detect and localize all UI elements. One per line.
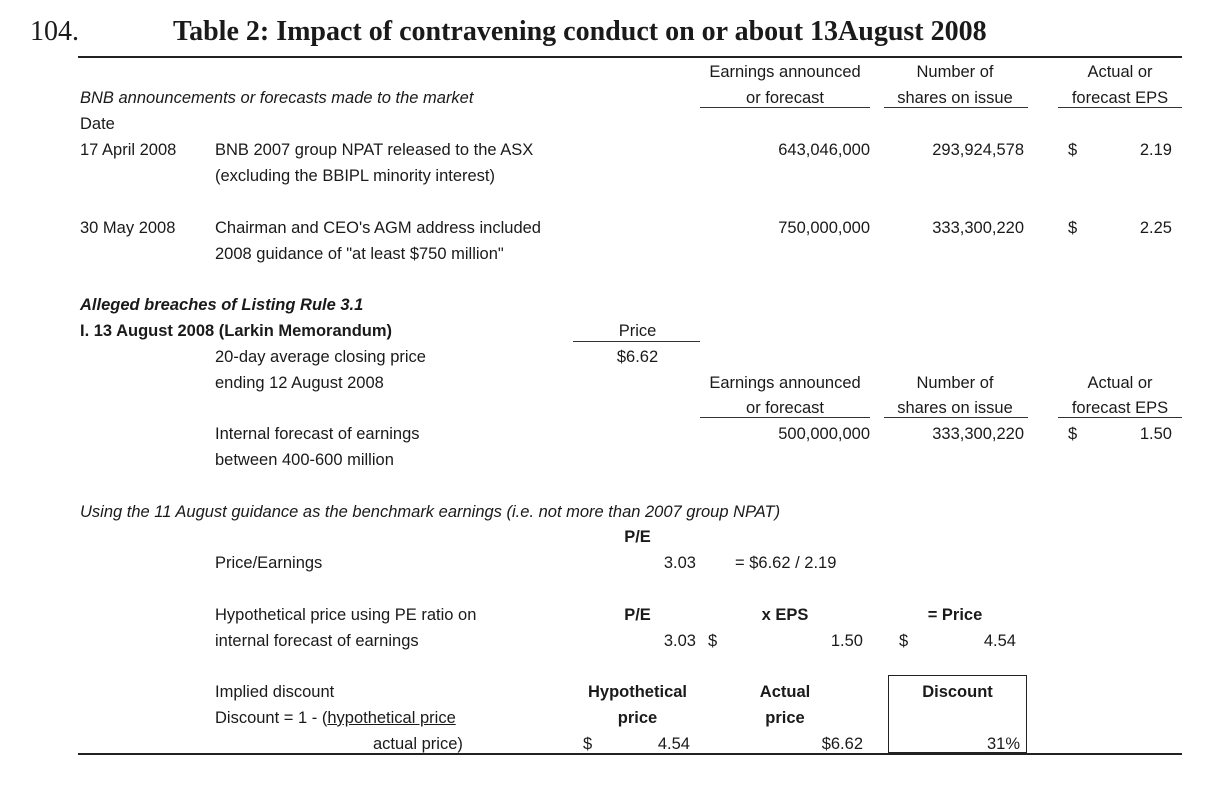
row1-desc-line1: BNB 2007 group NPAT released to the ASX xyxy=(215,141,534,159)
larkin-subheading: I. 13 August 2008 (Larkin Memorandum) xyxy=(80,322,393,340)
row1-eps: 2.19 xyxy=(1139,141,1172,159)
eps-header-rule xyxy=(1058,107,1182,108)
hyp-price-value: 4.54 xyxy=(983,632,1016,650)
price-header: Price xyxy=(618,322,657,340)
forecast-shares: 333,300,220 xyxy=(932,425,1024,443)
eps-header2-line1: Actual or xyxy=(1087,374,1153,392)
earnings-header2-rule xyxy=(700,417,870,418)
hyp-currency-2: $ xyxy=(899,632,909,650)
earnings-header-line2: or forecast xyxy=(746,89,824,107)
hyp-label-line1: Hypothetical price using PE ratio on xyxy=(215,606,477,624)
avg-price-line2: ending 12 August 2008 xyxy=(215,374,384,392)
actual-price-value: $6.62 xyxy=(821,735,863,753)
hypothetical-price-header-1: Hypothetical xyxy=(587,683,688,701)
earnings-header-line1: Earnings announced xyxy=(709,63,861,81)
eps-header-line1: Actual or xyxy=(1087,63,1153,81)
row2-eps: 2.25 xyxy=(1139,219,1172,237)
discount-formula-numerator: hypothetical price xyxy=(327,709,456,727)
price-header-rule xyxy=(573,341,700,342)
price-value: $6.62 xyxy=(616,348,659,366)
row2-shares: 333,300,220 xyxy=(932,219,1024,237)
discount-box xyxy=(888,675,1027,753)
title-rule xyxy=(78,56,1182,58)
pe-value: 3.03 xyxy=(663,554,696,572)
avg-price-line1: 20-day average closing price xyxy=(215,348,426,366)
hyp-eps-value: 1.50 xyxy=(830,632,863,650)
paragraph-number: 104. xyxy=(30,16,79,47)
row2-currency: $ xyxy=(1068,219,1078,237)
eps-header-line2: forecast EPS xyxy=(1071,89,1169,107)
earnings-header2-line1: Earnings announced xyxy=(709,374,861,392)
table-title: Table 2: Impact of contravening conduct … xyxy=(173,16,987,47)
discount-header: Discount xyxy=(922,683,993,701)
shares-header2-line1: Number of xyxy=(916,374,994,392)
eps-header2-line2: forecast EPS xyxy=(1071,399,1169,417)
internal-forecast-line2: between 400-600 million xyxy=(215,451,394,469)
benchmark-note: Using the 11 August guidance as the benc… xyxy=(80,503,781,521)
forecast-eps: 1.50 xyxy=(1139,425,1172,443)
forecast-currency: $ xyxy=(1068,425,1078,443)
row2-desc-line1: Chairman and CEO's AGM address included xyxy=(215,219,541,237)
discount-formula-prefix: Discount = 1 - ( xyxy=(215,709,328,727)
earnings-header2-line2: or forecast xyxy=(746,399,824,417)
actual-price-header-2: price xyxy=(765,709,805,727)
date-label: Date xyxy=(80,115,115,133)
pe-header: P/E xyxy=(624,528,651,546)
discount-formula-denominator: actual price) xyxy=(373,735,463,753)
discount-value: 31% xyxy=(986,735,1020,753)
actual-price-header-1: Actual xyxy=(759,683,811,701)
shares-header-line2: shares on issue xyxy=(897,89,1013,107)
hyp-currency-1: $ xyxy=(708,632,718,650)
shares-header2-line2: shares on issue xyxy=(897,399,1013,417)
internal-forecast-line1: Internal forecast of earnings xyxy=(215,425,420,443)
section-heading-breaches: Alleged breaches of Listing Rule 3.1 xyxy=(80,296,364,314)
row2-date: 30 May 2008 xyxy=(80,219,176,237)
hyp-pe-value: 3.03 xyxy=(663,632,696,650)
row2-earnings: 750,000,000 xyxy=(778,219,870,237)
earnings-header-rule xyxy=(700,107,870,108)
shares-header-line1: Number of xyxy=(916,63,994,81)
pe-label: Price/Earnings xyxy=(215,554,323,572)
eps-header2-rule xyxy=(1058,417,1182,418)
hyp-pe-header: P/E xyxy=(624,606,651,624)
row1-currency: $ xyxy=(1068,141,1078,159)
discount-formula-line1: Discount = 1 - (hypothetical price xyxy=(215,708,456,728)
row1-date: 17 April 2008 xyxy=(80,141,177,159)
hyp-eps-header: x EPS xyxy=(761,606,809,624)
table-bottom-rule xyxy=(78,753,1182,755)
forecast-earnings: 500,000,000 xyxy=(778,425,870,443)
row1-earnings: 643,046,000 xyxy=(778,141,870,159)
shares-header2-rule xyxy=(884,417,1028,418)
hypothetical-price-value: 4.54 xyxy=(657,735,690,753)
row1-desc-line2: (excluding the BBIPL minority interest) xyxy=(215,167,496,185)
section-heading-announcements: BNB announcements or forecasts made to t… xyxy=(80,89,474,107)
row1-shares: 293,924,578 xyxy=(932,141,1024,159)
hypothetical-price-header-2: price xyxy=(617,709,658,727)
hyp-price-header: = Price xyxy=(927,606,983,624)
shares-header-rule xyxy=(884,107,1028,108)
implied-discount-label: Implied discount xyxy=(215,683,335,701)
pe-formula: = $6.62 / 2.19 xyxy=(735,554,837,572)
row2-desc-line2: 2008 guidance of "at least $750 million" xyxy=(215,245,504,263)
disc-currency: $ xyxy=(583,735,593,753)
hyp-label-line2: internal forecast of earnings xyxy=(215,632,419,650)
